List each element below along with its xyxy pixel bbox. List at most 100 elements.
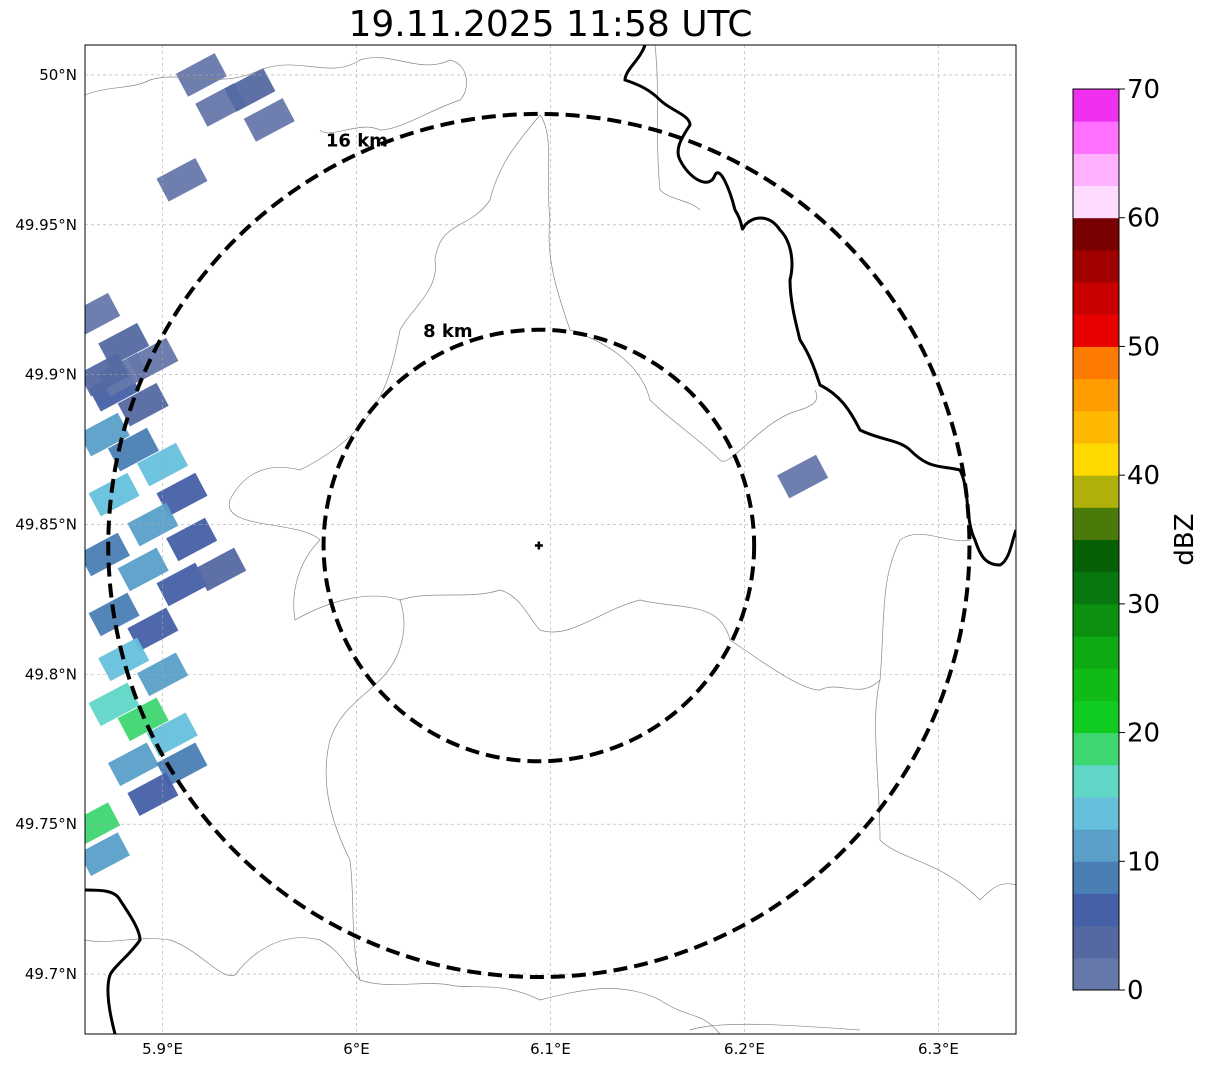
lat-tick-label: 49.85°N [15, 516, 77, 534]
colorbar-tick-label: 70 [1127, 75, 1160, 105]
colorbar-segment [1073, 185, 1119, 219]
colorbar-segment [1073, 314, 1119, 347]
range-ring-labels: 8 km 16 km [326, 130, 473, 342]
range-ring [321, 327, 757, 764]
echo-cell [777, 454, 829, 499]
colorbar-tick-label: 10 [1127, 847, 1160, 877]
echo-cell [137, 652, 189, 697]
colorbar-segment [1073, 378, 1119, 412]
admin-boundary-line [325, 599, 541, 1001]
colorbar-segment [1073, 861, 1119, 894]
colorbar-segment [1073, 217, 1119, 251]
lat-tick-label: 49.8°N [25, 665, 77, 683]
reflectivity-layer [85, 53, 829, 876]
admin-boundary-line [228, 114, 541, 621]
colorbar-segment [1073, 829, 1119, 862]
latitude-tick-labels: 49.7°N 49.75°N 49.8°N 49.85°N 49.9°N 49.95°N 5… [15, 66, 77, 983]
lat-tick-label: 49.95°N [15, 216, 77, 234]
echo-cell [88, 472, 140, 517]
echo-cell [166, 517, 218, 562]
range-ring-label: 8 km [423, 321, 473, 342]
lon-tick-label: 6°E [343, 1040, 370, 1058]
echo-cell [85, 832, 130, 876]
admin-boundary-line [85, 937, 361, 981]
country-border-line [85, 888, 142, 1034]
colorbar-segment [1073, 925, 1119, 959]
echo-cell [107, 742, 160, 787]
echo-cell [88, 682, 140, 727]
echo-cell [146, 712, 198, 757]
echo-cell [243, 98, 295, 142]
echo-cell [156, 472, 208, 517]
echo-cell [224, 68, 276, 112]
echo-cell [85, 802, 121, 847]
longitude-tick-labels: 5.9°E 6°E 6.1°E 6.2°E 6.3°E [142, 1040, 959, 1058]
echo-cell [195, 547, 247, 592]
colorbar-tick-label: 60 [1127, 204, 1160, 234]
map-title: 19.11.2025 11:58 UTC [348, 4, 753, 45]
borders-layer [85, 45, 1016, 1034]
lon-tick-label: 6.1°E [530, 1040, 571, 1058]
admin-boundary-line [539, 114, 818, 462]
lon-tick-label: 6.3°E [918, 1040, 959, 1058]
colorbar-segment [1073, 957, 1119, 991]
echo-cell [98, 637, 150, 682]
lat-tick-label: 49.7°N [25, 965, 77, 983]
echo-cell [117, 697, 169, 742]
echo-cell [98, 322, 150, 367]
echo-cell [107, 427, 160, 472]
echo-cell [127, 337, 179, 382]
plot-frame [84, 44, 1017, 1035]
echo-cell [127, 772, 179, 817]
echo-cell [156, 742, 208, 787]
echo-cell [137, 442, 189, 487]
colorbar: 0 10 20 30 40 50 60 70 dBZ [1072, 75, 1200, 1006]
country-border-line [623, 45, 1016, 567]
range-rings [106, 111, 972, 980]
colorbar-segment [1073, 539, 1119, 573]
admin-boundary-line [539, 988, 861, 1034]
colorbar-segment [1073, 764, 1119, 798]
colorbar-segment [1073, 668, 1119, 701]
admin-boundary-line [399, 589, 881, 691]
colorbar-segment [1073, 732, 1119, 766]
admin-boundary-line [85, 57, 467, 134]
colorbar-tick-label: 40 [1127, 461, 1160, 491]
echo-cell [85, 292, 121, 337]
colorbar-segment [1073, 121, 1119, 154]
lat-tick-label: 50°N [39, 66, 77, 84]
admin-boundary-line [875, 533, 1016, 901]
colorbar-segment [1073, 603, 1119, 637]
admin-boundary-line [654, 45, 701, 211]
colorbar-segment [1073, 89, 1119, 122]
lon-tick-label: 5.9°E [142, 1040, 183, 1058]
echo-cell [117, 547, 169, 592]
colorbar-segment [1073, 442, 1119, 476]
colorbar-segment [1073, 507, 1119, 540]
colorbar-segment [1073, 249, 1119, 283]
echo-cell [156, 158, 208, 202]
colorbar-segment [1073, 475, 1119, 508]
colorbar-tick-label: 30 [1127, 590, 1160, 620]
colorbar-tick-label: 20 [1127, 719, 1160, 749]
colorbar-label: dBZ [1170, 513, 1200, 565]
echo-cell [127, 607, 179, 652]
echo-cell [117, 382, 169, 427]
colorbar-segment [1073, 571, 1119, 605]
lat-tick-label: 49.9°N [25, 366, 77, 384]
plot-area: 8 km 16 km [85, 45, 1016, 1034]
colorbar-tick-label: 0 [1127, 976, 1144, 1006]
echo-cell [85, 532, 130, 577]
echo-cell [156, 562, 208, 607]
colorbar-tick-label: 50 [1127, 332, 1160, 362]
colorbar-segment [1073, 346, 1119, 380]
echo-cell [85, 412, 130, 457]
colorbar-segment [1073, 410, 1119, 444]
lon-tick-label: 6.2°E [724, 1040, 765, 1058]
colorbar-segment [1073, 893, 1119, 927]
radar-site-marker [534, 541, 543, 550]
colorbar-segment [1073, 700, 1119, 734]
range-ring-label: 16 km [326, 130, 388, 151]
lat-tick-label: 49.75°N [15, 815, 77, 833]
